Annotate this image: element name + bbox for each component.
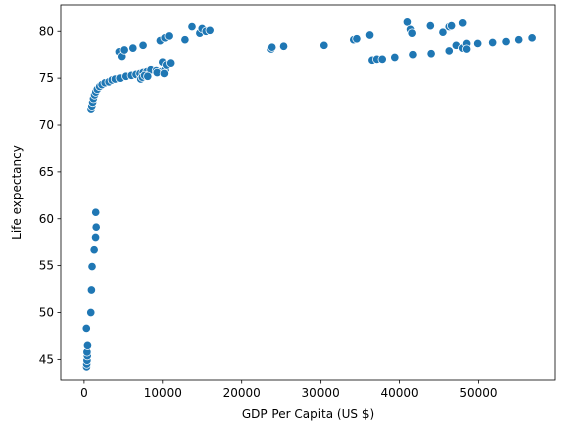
data-point (188, 22, 196, 30)
plot-area (61, 5, 555, 380)
y-tick-label: 50 (39, 306, 54, 320)
data-point (458, 19, 466, 27)
data-point (473, 39, 481, 47)
data-point (87, 286, 95, 294)
data-point (320, 41, 328, 49)
data-point (427, 50, 435, 58)
data-point (391, 53, 399, 61)
data-point (160, 69, 168, 77)
y-axis-label: Life expectancy (10, 145, 24, 240)
data-point (409, 50, 417, 58)
x-tick-label: 10000 (144, 386, 182, 400)
x-tick-label: 40000 (380, 386, 418, 400)
data-point (353, 35, 361, 43)
y-tick-label: 45 (39, 352, 54, 366)
data-point (445, 47, 453, 55)
data-point (408, 29, 416, 37)
data-point (447, 21, 455, 29)
data-point (92, 223, 100, 231)
data-point (206, 26, 214, 34)
data-point (165, 32, 173, 40)
data-point (120, 46, 128, 54)
data-point (514, 35, 522, 43)
x-axis-label: GDP Per Capita (US $) (242, 407, 374, 421)
data-point (267, 43, 275, 51)
data-point (88, 262, 96, 270)
y-tick-label: 80 (39, 24, 54, 38)
y-tick-label: 55 (39, 259, 54, 273)
data-point (166, 59, 174, 67)
data-point (528, 34, 536, 42)
data-point (139, 41, 147, 49)
x-tick-label: 0 (80, 386, 88, 400)
data-point (279, 42, 287, 50)
data-point (90, 245, 98, 253)
data-point (91, 233, 99, 241)
y-tick-label: 60 (39, 212, 54, 226)
y-tick-label: 65 (39, 165, 54, 179)
y-tick-label: 70 (39, 118, 54, 132)
data-point (129, 44, 137, 52)
data-point (92, 208, 100, 216)
data-point (426, 21, 434, 29)
data-point (83, 341, 91, 349)
data-point (181, 35, 189, 43)
data-point (488, 38, 496, 46)
data-point (144, 72, 152, 80)
x-tick-label: 20000 (223, 386, 261, 400)
data-point (378, 55, 386, 63)
data-point (82, 324, 90, 332)
data-point (365, 31, 373, 39)
y-tick-label: 75 (39, 71, 54, 85)
data-point (87, 308, 95, 316)
data-point (462, 45, 470, 53)
x-tick-label: 50000 (459, 386, 497, 400)
data-point (502, 37, 510, 45)
x-tick-label: 30000 (302, 386, 340, 400)
